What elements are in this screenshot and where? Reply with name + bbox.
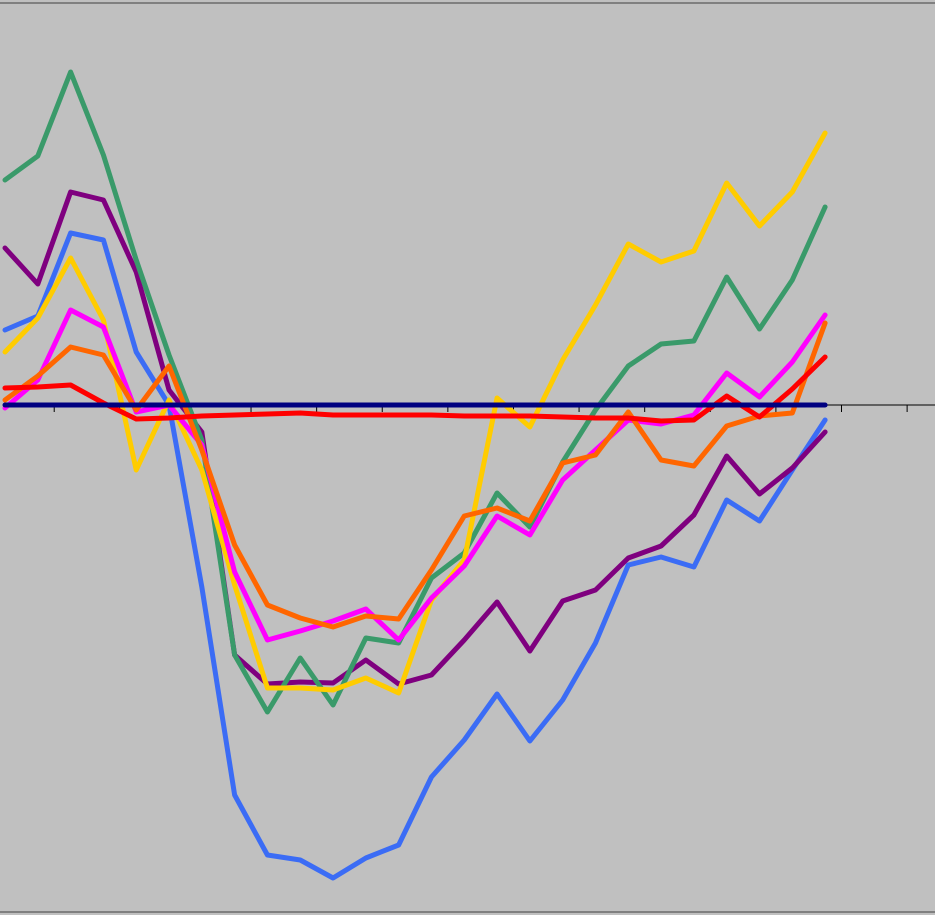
series-line [2, 130, 828, 696]
series-line [2, 354, 828, 424]
series-line [2, 307, 828, 643]
series-line [2, 69, 828, 715]
series-line [2, 230, 828, 881]
series-line [2, 189, 828, 687]
